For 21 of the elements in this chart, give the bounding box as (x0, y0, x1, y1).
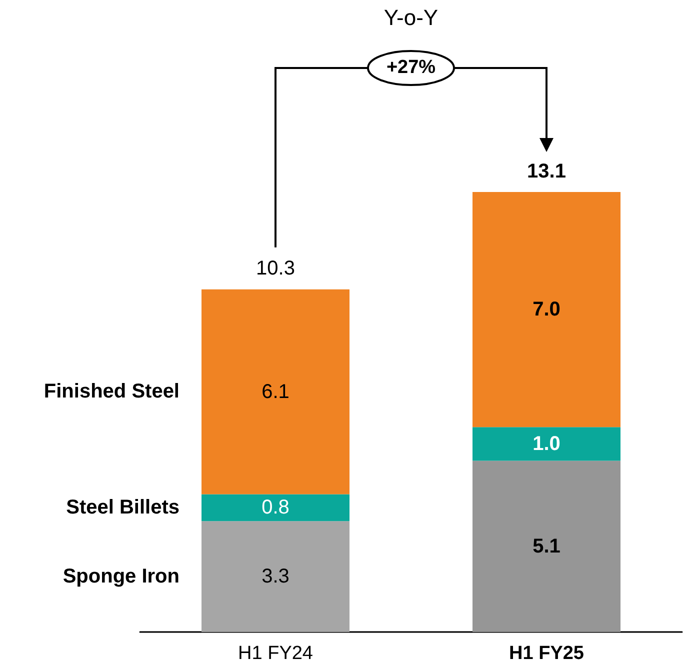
series-label: Finished Steel (44, 380, 180, 404)
bar (202, 521, 350, 632)
x-tick-label: H1 FY25 (509, 643, 584, 664)
bar (472, 427, 620, 461)
series-label: Sponge Iron (62, 565, 180, 588)
total-label: 10.3 (256, 258, 295, 281)
data-label: 0.8 (262, 496, 290, 519)
data-label: 5.1 (532, 535, 560, 558)
bar (202, 289, 350, 494)
data-label: 6.1 (262, 380, 290, 403)
total-label: 13.1 (527, 160, 566, 184)
text: +27% (386, 57, 436, 79)
data-label: 7.0 (532, 298, 560, 321)
bar (472, 460, 620, 632)
series-label: Steel Billets (66, 496, 180, 520)
data-label: 1.0 (532, 432, 560, 455)
text: Y-o-Y (384, 5, 438, 31)
data-label: 3.3 (262, 566, 290, 588)
bar (472, 192, 620, 428)
bar (202, 494, 350, 522)
x-tick-label: H1 FY24 (238, 643, 314, 664)
